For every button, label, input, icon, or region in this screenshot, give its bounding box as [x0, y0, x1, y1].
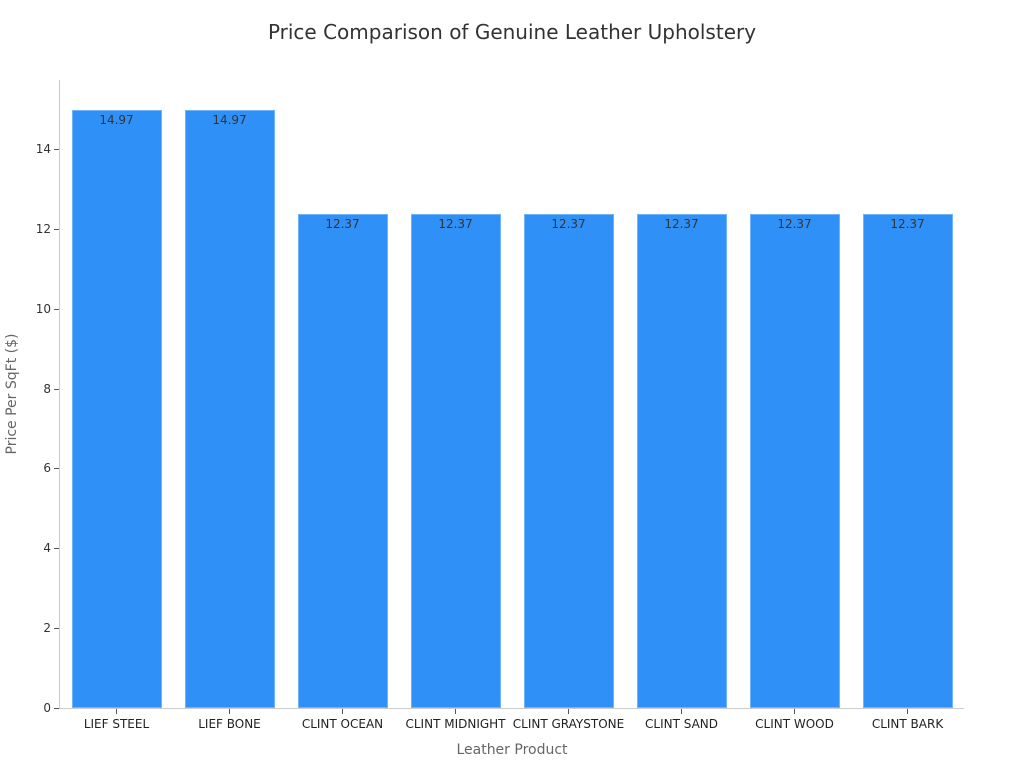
y-tick-mark — [54, 708, 59, 709]
y-tick-label: 14 — [35, 141, 51, 156]
x-tick: LIEF BONE — [160, 709, 300, 731]
y-tick-mark — [54, 388, 59, 390]
x-tick-label: CLINT MIDNIGHT — [405, 717, 506, 731]
y-tick: 12 — [0, 222, 59, 236]
bar: 12.37 — [862, 214, 953, 708]
chart-title: Price Comparison of Genuine Leather Upho… — [267, 20, 757, 44]
x-tick-label: LIEF STEEL — [83, 717, 150, 731]
y-tick: 4 — [0, 541, 59, 555]
bar: 12.37 — [749, 214, 840, 708]
y-tick-label: 4 — [43, 541, 51, 556]
y-axis-line — [59, 80, 60, 709]
x-axis-label: Leather Product — [456, 742, 568, 758]
x-tick-mark — [229, 709, 230, 714]
y-tick-mark — [54, 468, 59, 470]
bar: 14.97 — [184, 110, 275, 708]
x-tick: CLINT MIDNIGHT — [386, 709, 526, 731]
bar-value-label: 12.37 — [438, 217, 473, 232]
bar-value-label: 14.97 — [99, 113, 134, 128]
y-tick-label: 0 — [43, 701, 51, 715]
x-tick: CLINT GRAYSTONE — [499, 709, 639, 731]
y-tick-label: 2 — [43, 621, 51, 636]
y-axis-label: Price Per SqFt ($) — [4, 333, 20, 455]
y-tick-label: 10 — [35, 301, 51, 316]
x-tick: CLINT SAND — [612, 709, 752, 731]
y-tick: 0 — [0, 701, 59, 715]
bar-value-label: 14.97 — [212, 113, 247, 128]
y-tick-mark — [54, 228, 59, 230]
bar: 12.37 — [636, 214, 727, 708]
x-axis-line — [59, 708, 964, 709]
y-tick-label: 8 — [43, 381, 51, 396]
bar-value-label: 12.37 — [551, 217, 586, 232]
x-tick-label: CLINT GRAYSTONE — [512, 717, 625, 731]
y-tick-mark — [54, 548, 59, 550]
y-tick: 14 — [0, 142, 59, 156]
x-tick-mark — [681, 709, 682, 714]
x-tick-label: CLINT OCEAN — [301, 717, 384, 731]
y-tick-label: 6 — [43, 461, 51, 476]
x-tick: CLINT WOOD — [725, 709, 865, 731]
bar: 12.37 — [523, 214, 614, 708]
bar: 12.37 — [297, 214, 388, 708]
x-tick: CLINT BARK — [838, 709, 978, 731]
x-tick-mark — [907, 709, 908, 714]
bar-value-label: 12.37 — [325, 217, 360, 232]
x-tick-mark — [342, 709, 343, 714]
y-tick: 8 — [0, 382, 59, 396]
y-tick: 6 — [0, 461, 59, 475]
x-tick: LIEF STEEL — [47, 709, 187, 731]
x-tick-label: CLINT SAND — [645, 717, 718, 731]
bar-value-label: 12.37 — [777, 217, 812, 232]
x-tick-mark — [455, 709, 456, 714]
x-tick-mark — [116, 709, 117, 714]
x-tick-mark — [568, 709, 569, 714]
bar: 12.37 — [410, 214, 501, 708]
y-tick-label: 12 — [35, 221, 51, 236]
x-tick-label: LIEF BONE — [198, 717, 261, 731]
bar-value-label: 12.37 — [664, 217, 699, 232]
y-tick: 2 — [0, 621, 59, 635]
bar-value-label: 12.37 — [890, 217, 925, 232]
x-tick-label: CLINT WOOD — [755, 717, 834, 731]
y-tick: 10 — [0, 302, 59, 316]
y-tick-mark — [54, 308, 59, 310]
y-tick-mark — [54, 148, 59, 150]
y-tick-mark — [54, 628, 59, 630]
bar: 14.97 — [71, 110, 162, 708]
x-tick-label: CLINT BARK — [871, 717, 944, 731]
x-tick-mark — [794, 709, 795, 714]
x-tick: CLINT OCEAN — [273, 709, 413, 731]
